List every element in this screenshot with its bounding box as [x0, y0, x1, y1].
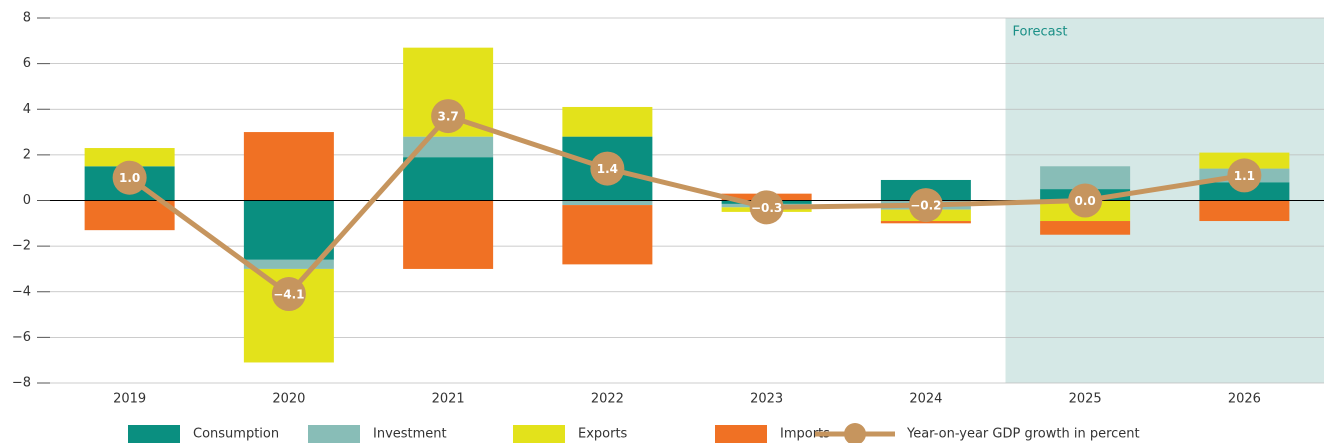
growth-point — [112, 160, 147, 195]
growth-point — [431, 99, 466, 134]
growth-point — [1227, 158, 1262, 193]
data-label: 1.4 — [597, 162, 618, 176]
bar-segment — [562, 200, 653, 206]
legend-label: Imports — [780, 427, 830, 442]
data-label: 3.7 — [437, 110, 458, 124]
data-label: −4.1 — [273, 288, 304, 302]
x-tick-label: 2024 — [909, 392, 942, 407]
growth-point — [590, 151, 625, 186]
bar-segment — [1040, 221, 1131, 235]
legend-label: Exports — [578, 427, 628, 442]
bar-segment — [84, 148, 175, 167]
y-tick-label: −2 — [12, 239, 31, 254]
growth-point — [749, 190, 784, 225]
bar-segment — [880, 221, 971, 224]
data-label: 0.0 — [1074, 194, 1095, 208]
legend-label: Year-on-year GDP growth in percent — [906, 427, 1140, 442]
bar-segment — [403, 157, 494, 201]
x-tick-label: 2025 — [1069, 392, 1102, 407]
y-tick-label: 6 — [23, 56, 31, 71]
x-tick-label: 2023 — [750, 392, 783, 407]
legend-label: Consumption — [193, 427, 279, 442]
bar-segment — [1040, 166, 1131, 190]
bar-segment — [403, 200, 494, 269]
y-tick-label: −4 — [12, 284, 31, 299]
legend-swatch — [128, 425, 180, 443]
bar-segment — [243, 200, 334, 260]
legend-swatch — [715, 425, 767, 443]
y-tick-label: 2 — [23, 147, 31, 162]
y-tick-label: −6 — [12, 330, 31, 345]
bar-segment — [84, 200, 175, 231]
data-label: −0.2 — [910, 199, 941, 213]
x-tick-label: 2026 — [1228, 392, 1261, 407]
x-tick-label: 2021 — [432, 392, 465, 407]
data-label: 1.0 — [119, 171, 140, 185]
y-tick-label: 0 — [23, 193, 31, 208]
legend-swatch — [513, 425, 565, 443]
legend-marker — [844, 423, 866, 443]
x-tick-label: 2022 — [591, 392, 624, 407]
growth-point — [271, 277, 306, 312]
x-tick-label: 2020 — [272, 392, 305, 407]
growth-point — [1068, 183, 1103, 218]
legend-swatch — [308, 425, 360, 443]
y-tick-label: 8 — [23, 11, 31, 26]
y-tick-label: 4 — [23, 102, 31, 117]
y-tick-label: −8 — [12, 376, 31, 391]
x-tick-label: 2019 — [113, 392, 146, 407]
data-label: 1.1 — [1234, 169, 1255, 183]
data-label: −0.3 — [751, 201, 782, 215]
bar-segment — [243, 259, 334, 269]
bar-segment — [1199, 200, 1290, 222]
bar-segment — [243, 132, 334, 201]
bar-segment — [562, 106, 653, 137]
bar-segment — [562, 205, 653, 265]
growth-point — [908, 188, 943, 223]
legend-label: Investment — [373, 427, 447, 442]
forecast-label: Forecast — [1013, 25, 1068, 40]
growth-line — [128, 113, 1245, 298]
